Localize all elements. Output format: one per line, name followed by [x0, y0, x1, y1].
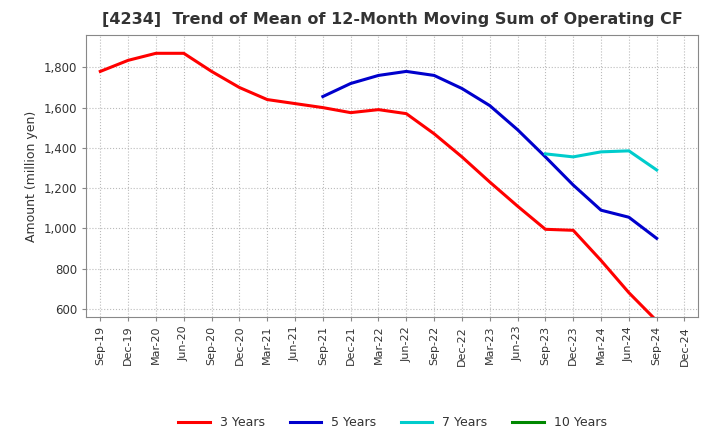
Y-axis label: Amount (million yen): Amount (million yen)	[25, 110, 38, 242]
Legend: 3 Years, 5 Years, 7 Years, 10 Years: 3 Years, 5 Years, 7 Years, 10 Years	[174, 411, 611, 434]
Title: [4234]  Trend of Mean of 12-Month Moving Sum of Operating CF: [4234] Trend of Mean of 12-Month Moving …	[102, 12, 683, 27]
